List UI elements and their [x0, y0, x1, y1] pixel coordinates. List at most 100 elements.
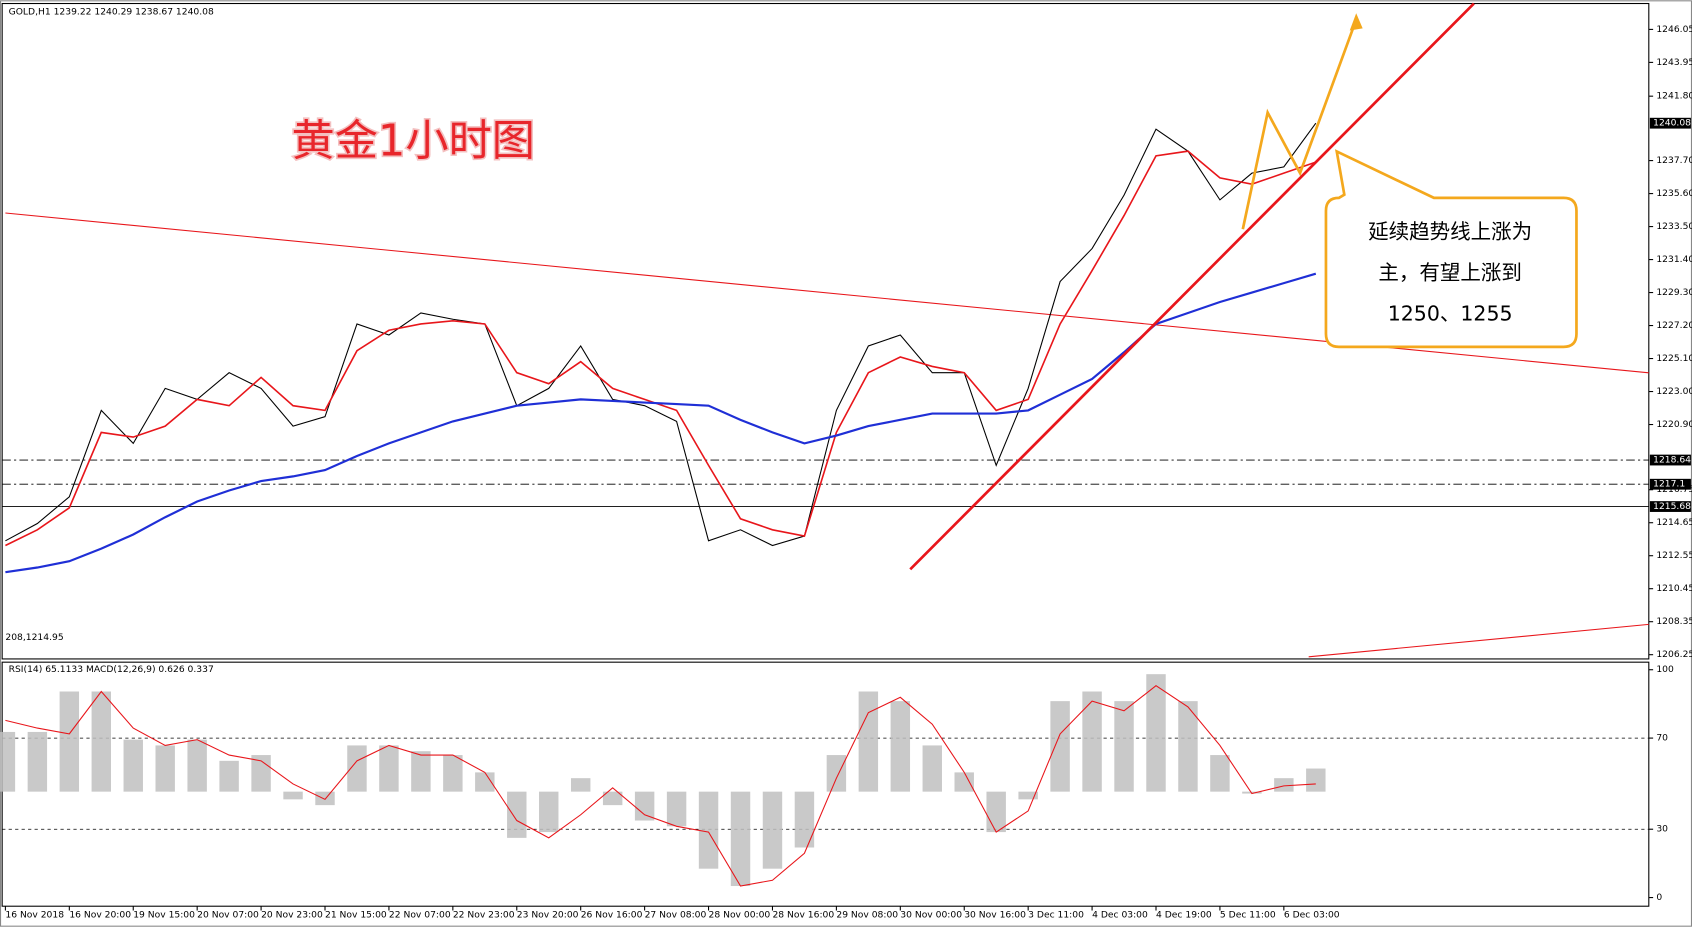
price-panel [1, 2, 1650, 660]
x-tick-label: 27 Nov 08:00 [645, 909, 707, 920]
histogram-bar [27, 731, 48, 792]
callout-text: 主，有望上涨到 [1378, 260, 1522, 284]
y-tick-label: 1208.35 [1656, 616, 1692, 627]
y-tick-label: 1231.40 [1656, 254, 1692, 265]
y-tick-label: 1246.05 [1656, 24, 1692, 35]
y-tick-label: 1237.70 [1656, 155, 1692, 166]
x-tick-label: 28 Nov 16:00 [772, 909, 834, 920]
callout-text: 延续趋势线上涨为 [1368, 219, 1532, 243]
histogram-bar [539, 791, 559, 833]
x-tick-label: 4 Dec 19:00 [1156, 909, 1212, 920]
x-tick-label: 16 Nov 2018 [5, 909, 64, 920]
y-tick-label: 1241.80 [1656, 91, 1692, 102]
histogram-bar [1210, 755, 1230, 792]
histogram-bar [315, 791, 335, 806]
y-tick-label: 1216.75 [1656, 484, 1692, 495]
histogram-bar [155, 745, 175, 792]
histogram-bar [123, 739, 143, 792]
x-tick-label: 30 Nov 00:00 [900, 909, 962, 920]
x-tick-label: 19 Nov 15:00 [133, 909, 195, 920]
histogram-bar [1082, 691, 1102, 792]
y-tick-label: 1220.90 [1656, 419, 1692, 430]
indicator-header: RSI(14) 65.1133 MACD(12,26,9) 0.626 0.33… [9, 664, 214, 675]
histogram-bar [698, 791, 719, 869]
x-tick-label: 20 Nov 23:00 [261, 909, 323, 920]
y-tick-label: 0 [1656, 892, 1662, 903]
level-badge [1649, 454, 1691, 466]
support-line [1308, 623, 1649, 658]
x-tick-label: 6 Dec 03:00 [1284, 909, 1340, 920]
histogram-bar [794, 791, 815, 848]
histogram-bar [0, 731, 16, 792]
histogram-bar [954, 772, 974, 792]
price-line [5, 150, 1317, 547]
forecast-arrow [1241, 19, 1358, 230]
x-tick-label: 5 Dec 11:00 [1220, 909, 1276, 920]
x-tick-label: 20 Nov 07:00 [197, 909, 259, 920]
indicator-line [5, 685, 1316, 887]
y-tick-label: 1223.00 [1656, 386, 1692, 397]
histogram-bar [507, 791, 527, 838]
price-line [5, 122, 1317, 547]
y-tick-label: 70 [1656, 733, 1668, 744]
uptrend-line [909, 2, 1475, 571]
callout-box [1324, 149, 1578, 349]
level-badge [1649, 501, 1691, 512]
histogram-bar [1178, 701, 1198, 792]
price-label: 1240.08 [1653, 118, 1691, 129]
histogram-bar [1146, 674, 1166, 792]
histogram-bar [1306, 768, 1326, 792]
y-tick-label: 1229.30 [1656, 287, 1692, 298]
callout-text: 1250、1255 [1388, 301, 1513, 325]
price-badge [1649, 117, 1691, 129]
arrow-head [1349, 13, 1363, 31]
histogram-bar [347, 745, 367, 792]
histogram-bar [283, 791, 303, 800]
y-tick-label: 1235.60 [1656, 188, 1692, 199]
histogram-bar [986, 791, 1006, 833]
x-tick-label: 26 Nov 16:00 [581, 909, 643, 920]
chart-annotation: 黄金1小时图 [292, 116, 535, 166]
y-tick-label: 100 [1656, 664, 1674, 675]
x-tick-label: 22 Nov 23:00 [453, 909, 515, 920]
y-tick-label: 1227.20 [1656, 320, 1692, 331]
y-tick-label: 1206.25 [1656, 649, 1692, 660]
price-line [5, 272, 1317, 574]
histogram-bar [602, 791, 623, 806]
x-tick-label: 30 Nov 16:00 [964, 909, 1026, 920]
y-tick-label: 1225.10 [1656, 353, 1692, 364]
histogram-bar [666, 791, 687, 827]
x-tick-label: 29 Nov 08:00 [836, 909, 898, 920]
level-label: 1218.64 [1653, 455, 1691, 466]
y-tick-label: 30 [1656, 824, 1668, 835]
histogram-bar [219, 760, 239, 792]
y-tick-label: 1214.65 [1656, 517, 1692, 528]
chart-header: GOLD,H1 1239.22 1240.29 1238.67 1240.08 [9, 7, 214, 18]
histogram-bar [1050, 701, 1070, 792]
histogram-bar [730, 791, 751, 887]
level-badge [1649, 478, 1691, 490]
level-label: 1217.1 [1653, 479, 1685, 490]
histogram-bar [826, 755, 847, 792]
histogram-bar [634, 791, 655, 821]
x-tick-label: 23 Nov 20:00 [517, 909, 579, 920]
histogram-bar [443, 755, 463, 792]
y-tick-label: 1233.50 [1656, 221, 1692, 232]
histogram-bar [922, 745, 942, 792]
histogram-bar [187, 739, 207, 792]
x-tick-label: 4 Dec 03:00 [1092, 909, 1148, 920]
histogram-bar [475, 772, 495, 792]
histogram-bar [1114, 701, 1134, 792]
y-tick-label: 1212.55 [1656, 550, 1692, 561]
y-tick-label: 1210.45 [1656, 583, 1692, 594]
histogram-bar [1018, 791, 1038, 800]
histogram-bar [91, 691, 112, 792]
x-tick-label: 28 Nov 00:00 [709, 909, 771, 920]
histogram-bar [858, 691, 879, 792]
histogram-bar [570, 778, 591, 792]
histogram-bar [1274, 778, 1294, 792]
histogram-bar [890, 701, 911, 792]
x-tick-label: 16 Nov 20:00 [69, 909, 131, 920]
x-tick-label: 3 Dec 11:00 [1028, 909, 1084, 920]
